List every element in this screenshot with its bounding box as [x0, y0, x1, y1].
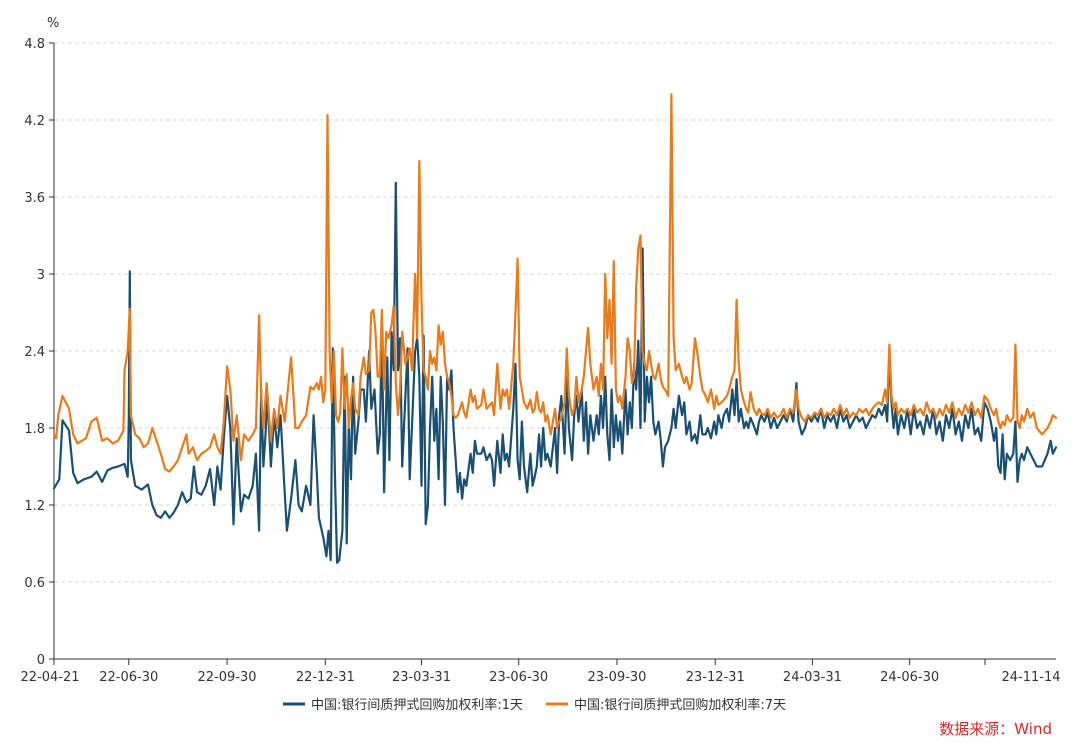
y-tick-label: 0 [37, 653, 45, 668]
source-note: 数据来源：Wind [939, 720, 1052, 738]
y-tick-label: 3 [37, 268, 45, 283]
y-tick-label: 1.8 [24, 422, 45, 437]
y-axis-unit-label: % [47, 16, 59, 31]
y-tick-label: 4.2 [24, 114, 45, 129]
y-tick-label: 4.8 [24, 37, 45, 52]
series-line-7-day [52, 93, 1058, 473]
y-tick-label: 2.4 [24, 345, 45, 360]
x-tick-label: 23-12-31 [686, 670, 745, 685]
x-tick-label: 23-09-30 [587, 670, 646, 685]
gridlines [54, 42, 1056, 583]
y-tick-label: 0.6 [24, 576, 45, 591]
legend-label: 中国:银行间质押式回购加权利率:1天 [311, 697, 523, 713]
series-line-1-day [52, 181, 1058, 564]
x-tick-label: 24-03-31 [783, 670, 842, 685]
x-tick-label: 23-06-30 [489, 670, 548, 685]
x-tick-label: 24-11-14 [1001, 670, 1060, 685]
x-tick-label: 23-03-31 [392, 670, 451, 685]
y-tick-label: 1.2 [24, 499, 45, 514]
x-tick-label: 22-09-30 [198, 670, 257, 685]
x-tick-label: 24-06-30 [880, 670, 939, 685]
y-tick-label: 3.6 [24, 191, 45, 206]
legend: 中国:银行间质押式回购加权利率:1天 中国:银行间质押式回购加权利率:7天 [283, 697, 786, 713]
x-tick-label: 22-04-21 [20, 670, 79, 685]
x-tick-label: 22-06-30 [99, 670, 158, 685]
series-lines [52, 93, 1058, 564]
legend-label: 中国:银行间质押式回购加权利率:7天 [574, 697, 786, 713]
x-tick-label: 22-12-31 [296, 670, 355, 685]
axes: 0 0.6 1.2 1.8 2.4 3 3.6 4.2 4.8 22-04-21 22-06-30 2… [20, 37, 1060, 685]
